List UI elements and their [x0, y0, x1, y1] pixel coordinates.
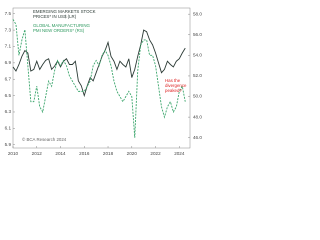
x-tick-label: 2014	[55, 151, 66, 156]
x-tick-label: 2016	[79, 151, 90, 156]
chart: 7.5 7.3 7.1 6.9 6.7 6.5 6.3 6.1 5.9 58.0 56.0 54.0 5…	[0, 0, 220, 159]
y-tick-label: 6.9	[5, 60, 12, 65]
x-tick-label: 2022	[150, 151, 161, 156]
x-tick-label: 2020	[127, 151, 138, 156]
y-tick-label: 5.9	[5, 142, 12, 147]
y2-tick-label: 52.0	[193, 73, 202, 78]
y2-tick-label: 48.0	[193, 114, 202, 119]
y-tick-label: 7.3	[5, 27, 12, 32]
x-tick-label: 2012	[32, 151, 43, 156]
credit: © BCA Research 2024	[22, 137, 67, 142]
y-tick-label: 6.5	[5, 93, 12, 98]
x-tick-label: 2010	[8, 151, 19, 156]
x-tick-label: 2018	[103, 151, 114, 156]
y-tick-label: 7.5	[5, 11, 12, 16]
series-line	[12, 29, 186, 98]
legend-entry: GLOBAL MANUFACTURING PMI NEW ORDERS* (RS…	[33, 23, 90, 33]
y-tick-label: 6.7	[5, 76, 12, 81]
y2-tick-label: 58.0	[193, 11, 202, 16]
x-tick-label: 2024	[174, 151, 185, 156]
y-tick-label: 7.1	[5, 44, 12, 49]
y2-tick-label: 54.0	[193, 53, 202, 58]
chart-svg: 7.5 7.3 7.1 6.9 6.7 6.5 6.3 6.1 5.9 58.0 56.0 54.0 5…	[5, 7, 202, 156]
series-line	[12, 19, 186, 138]
y2-tick-label: 50.0	[193, 94, 202, 99]
y-tick-label: 6.1	[5, 126, 12, 131]
annotation: Has the divergence peaked?	[165, 78, 187, 93]
plot-frame	[12, 7, 191, 149]
y2-tick-label: 46.0	[193, 135, 202, 140]
y-tick-label: 6.3	[5, 109, 12, 114]
y2-tick-label: 56.0	[193, 32, 202, 37]
legend-entry: EMERGING MARKETS STOCK PRICES* IN US$ (L…	[33, 9, 96, 19]
